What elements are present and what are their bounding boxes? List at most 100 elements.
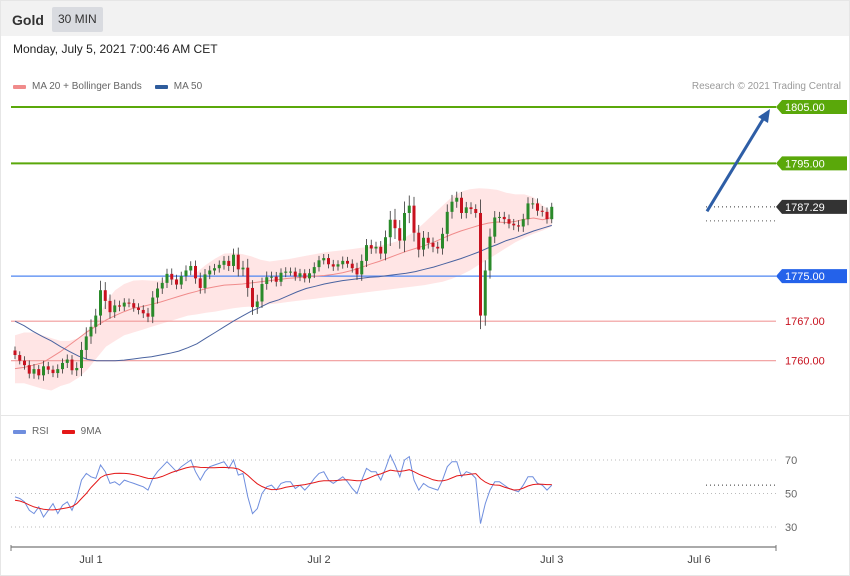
candle-body	[308, 273, 311, 279]
timeframe-badge[interactable]: 30 MIN	[52, 7, 103, 32]
candle-body	[270, 276, 273, 278]
rsi-legend-swatch	[13, 429, 26, 434]
candle-body	[251, 287, 254, 308]
level-tag-label: 1775.00	[785, 271, 825, 283]
rsi-legend: RSI 9MA	[13, 426, 101, 437]
instrument-title: Gold	[12, 12, 44, 28]
level-tag-label: 1787.29	[785, 202, 825, 214]
candle-body	[488, 236, 492, 271]
level-tag-label: 1805.00	[785, 102, 825, 114]
candle-body	[445, 211, 449, 234]
candle-body	[13, 350, 17, 356]
candle-body	[322, 258, 326, 261]
candle-body	[350, 263, 354, 269]
candle-body	[113, 305, 117, 313]
candle-body	[393, 219, 397, 229]
candle-body	[89, 326, 93, 337]
candle-body	[360, 260, 364, 275]
rsi-ma-line	[14, 466, 552, 511]
candle-body	[540, 210, 544, 212]
candle-body	[336, 264, 340, 267]
rsi-line	[14, 453, 553, 524]
ma50-line	[14, 224, 552, 362]
candle-body	[146, 313, 150, 317]
candle-body	[32, 369, 36, 374]
candle-body	[227, 260, 231, 266]
candle-body	[194, 265, 197, 279]
research-credit: Research © 2021 Trading Central	[691, 81, 841, 92]
rsi-tick-label: 50	[785, 489, 797, 501]
candle-body	[479, 212, 482, 316]
candle-body	[255, 301, 259, 308]
ma50-legend-label: MA 50	[173, 81, 203, 92]
candle-body	[483, 270, 487, 316]
candle-body	[341, 260, 345, 265]
candle-body	[317, 260, 321, 268]
candle-body	[18, 355, 22, 361]
ma50-legend-swatch	[154, 84, 168, 89]
candle-body	[103, 290, 107, 301]
panel-separator	[1, 415, 849, 416]
candle-body	[531, 203, 535, 205]
level-label: 1767.00	[785, 316, 825, 328]
candle-body	[198, 278, 202, 288]
candle-body	[517, 225, 520, 227]
chart-header: Gold 30 MIN	[1, 1, 849, 36]
rsi-ma-legend-label: 9MA	[80, 426, 102, 437]
candle-body	[498, 216, 501, 218]
x-tick-label: Jul 2	[307, 554, 330, 566]
candle-body	[265, 277, 269, 285]
candle-body	[160, 282, 164, 289]
candle-body	[27, 365, 31, 374]
candle-body	[431, 242, 435, 247]
candle-body	[502, 216, 506, 220]
candle-body	[80, 349, 83, 368]
candle-body	[455, 197, 459, 202]
candle-body	[464, 207, 468, 213]
candle-body	[118, 305, 121, 307]
candle-body	[108, 300, 112, 313]
candle-body	[369, 245, 373, 249]
x-tick-label: Jul 3	[540, 554, 563, 566]
candle-body	[179, 276, 183, 285]
candle-body	[23, 360, 26, 366]
candle-body	[436, 246, 440, 249]
candle-body	[170, 273, 174, 280]
candle-body	[536, 203, 539, 211]
candle-body	[331, 264, 335, 267]
candle-body	[365, 245, 368, 261]
candle-body	[384, 237, 387, 254]
candle-body	[213, 268, 216, 271]
candle-body	[122, 302, 126, 307]
level-label: 1760.00	[785, 356, 825, 368]
candle-body	[469, 207, 473, 210]
candle-body	[132, 303, 136, 308]
level-tag	[776, 269, 847, 284]
candle-body	[70, 359, 74, 371]
candle-body	[474, 209, 478, 213]
candle-body	[355, 268, 359, 275]
candle-body	[450, 201, 454, 212]
candle-body	[298, 273, 302, 277]
candle-body	[42, 366, 45, 376]
rsi-tick-label: 30	[785, 522, 797, 534]
candle-body	[346, 260, 349, 264]
candle-body	[151, 297, 155, 317]
candle-body	[512, 223, 516, 226]
candle-body	[236, 254, 240, 270]
ma20-legend-label: MA 20 + Bollinger Bands	[32, 81, 142, 92]
candle-body	[246, 267, 250, 288]
ma20-line	[14, 217, 552, 370]
candle-body	[141, 309, 145, 314]
candle-body	[407, 205, 411, 213]
level-tag	[776, 100, 847, 114]
candle-body	[426, 237, 430, 243]
candle-body	[260, 284, 264, 302]
candle-body	[374, 246, 378, 249]
candle-body	[379, 246, 383, 254]
candle-body	[222, 260, 226, 265]
candle-body	[61, 362, 64, 370]
candle-body	[412, 205, 416, 233]
candle-body	[84, 336, 88, 350]
